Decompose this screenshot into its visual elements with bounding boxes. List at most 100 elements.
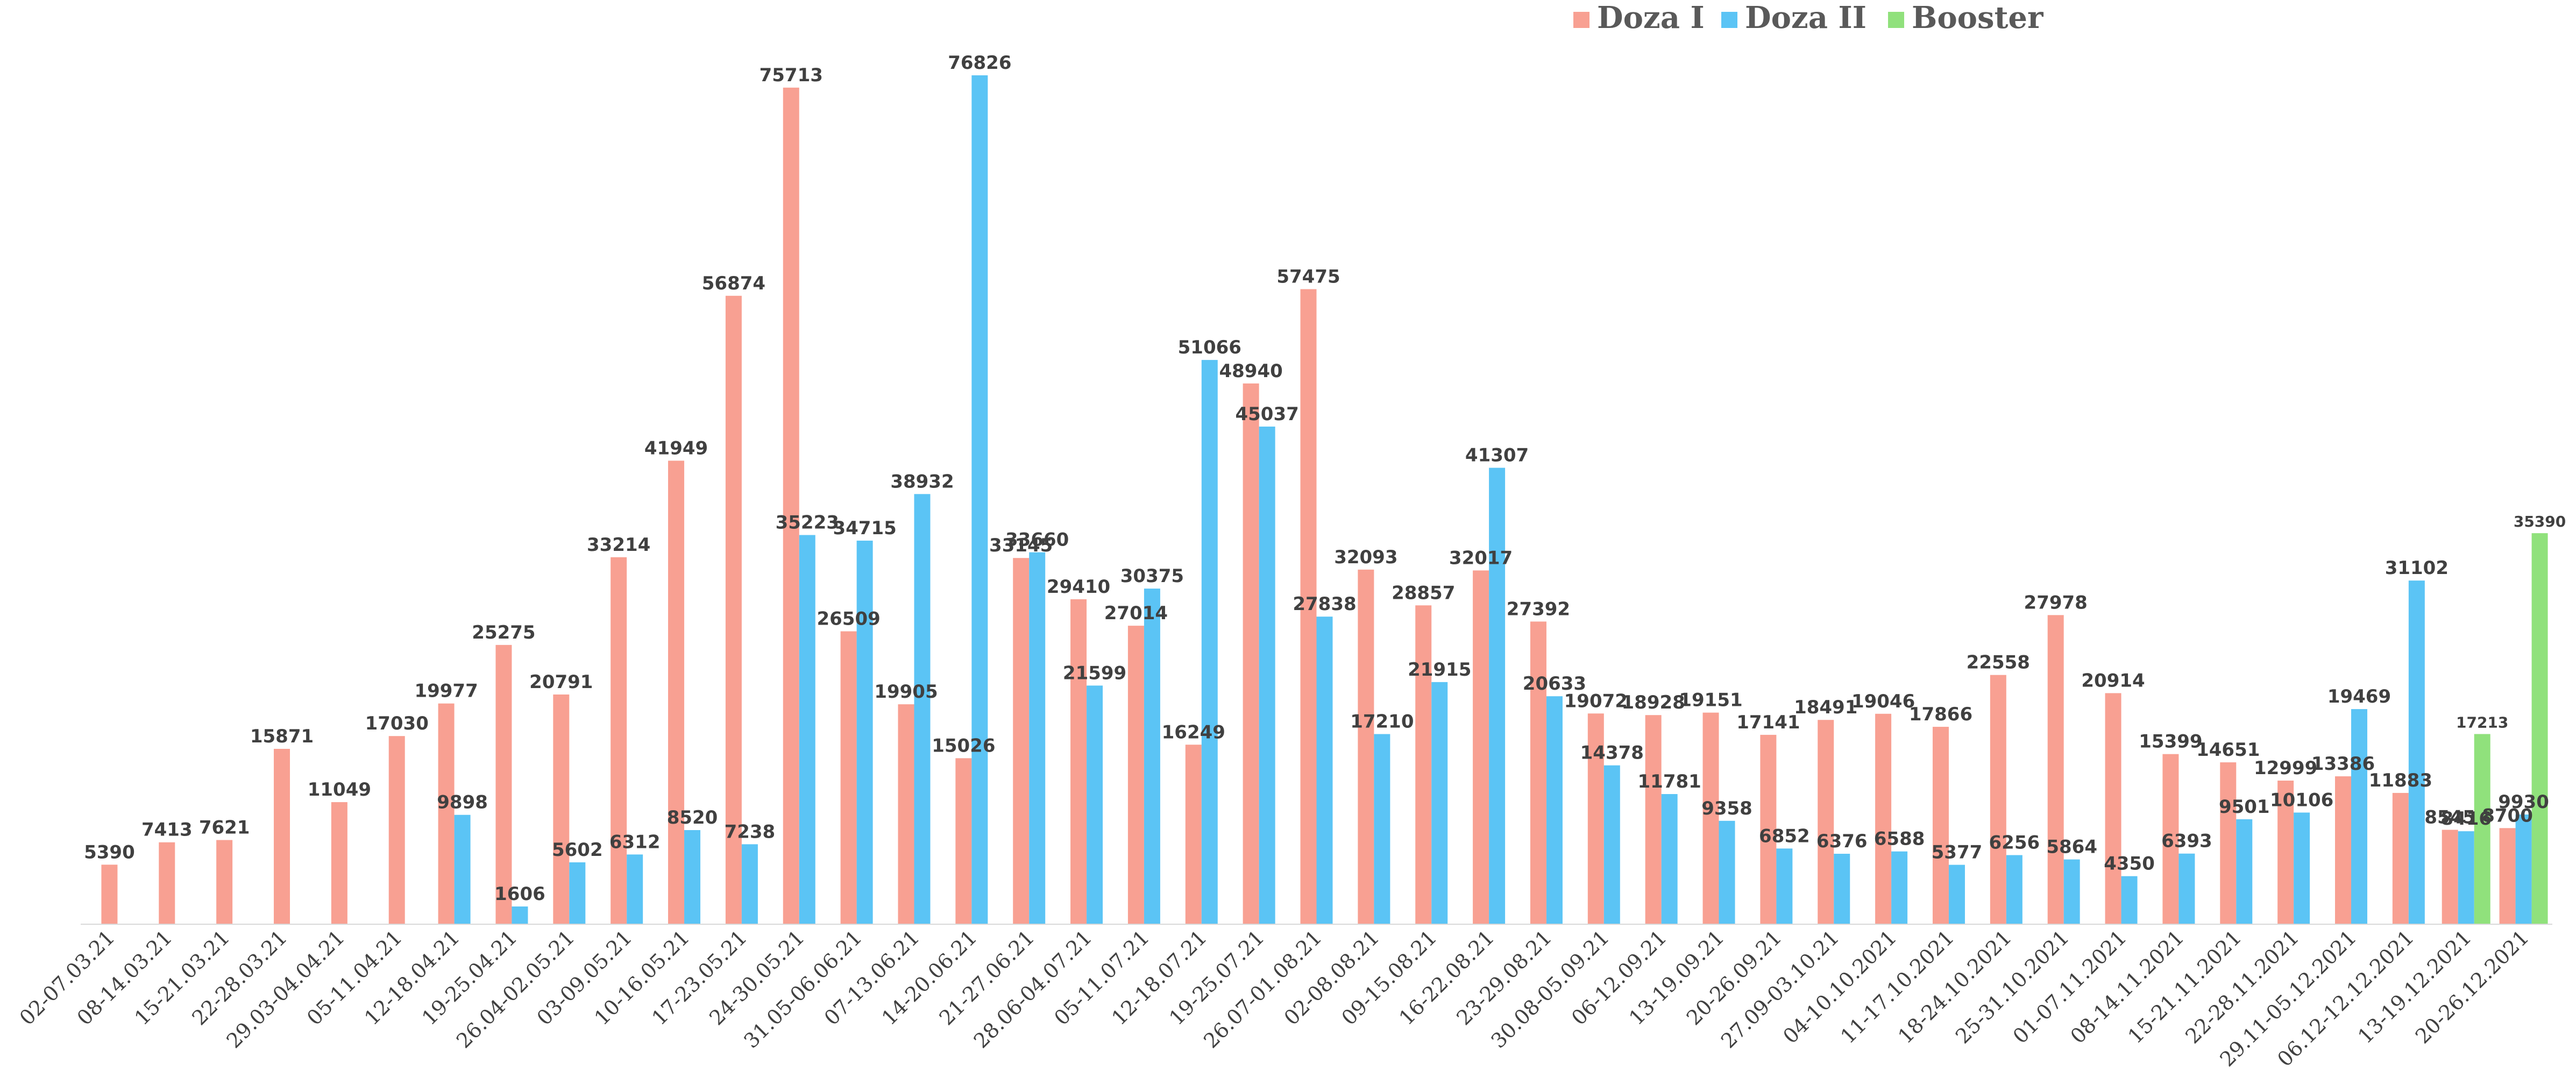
data-label-doza-ii: 51066 <box>1178 337 1241 358</box>
data-label-doza-i: 17866 <box>1909 704 1972 725</box>
data-label-doza-ii: 35223 <box>776 512 839 534</box>
bar-doza-i <box>1932 727 1949 924</box>
data-label-doza-i: 41949 <box>644 437 708 459</box>
data-label-doza-ii: 6588 <box>1874 828 1925 850</box>
data-label-doza-i: 48940 <box>1219 360 1282 382</box>
data-label-doza-ii: 5602 <box>552 839 603 861</box>
data-label-doza-ii: 9898 <box>437 792 488 813</box>
legend-item-doza-ii: Doza II <box>1721 0 1867 36</box>
legend-label-booster: Booster <box>1912 0 2044 36</box>
data-label-doza-i: 19977 <box>414 681 478 702</box>
bar-doza-i <box>2220 762 2237 924</box>
bar-doza-i <box>1702 712 1719 924</box>
data-label-doza-i: 27978 <box>2024 592 2088 613</box>
bar-doza-i <box>216 840 233 924</box>
bar-doza-ii <box>2515 814 2532 924</box>
data-label-doza-ii: 6256 <box>1989 832 2040 854</box>
data-label-booster: 35390 <box>2514 513 2566 530</box>
data-label-doza-ii: 9930 <box>2498 791 2549 813</box>
bar-doza-i <box>898 704 914 924</box>
bar-doza-i <box>274 749 290 924</box>
data-label-doza-i: 11883 <box>2369 770 2432 791</box>
data-label-doza-i: 5390 <box>84 841 135 863</box>
bar-doza-i <box>955 758 972 924</box>
bar-doza-i <box>1185 745 1202 924</box>
bar-doza-ii <box>1029 552 1046 924</box>
data-label-booster: 17213 <box>2456 713 2508 731</box>
data-label-doza-i: 22558 <box>1967 652 2030 674</box>
data-label-doza-i: 19905 <box>874 681 938 703</box>
bar-doza-ii <box>914 494 931 924</box>
data-label-doza-ii: 19469 <box>2327 686 2391 707</box>
data-label-doza-i: 32093 <box>1334 547 1397 568</box>
bar-doza-ii <box>1661 794 1678 924</box>
bar-doza-i <box>2334 776 2351 924</box>
data-label-doza-ii: 30375 <box>1120 565 1184 587</box>
bar-doza-i <box>553 694 570 924</box>
data-label-doza-ii: 8520 <box>667 807 718 828</box>
bar-doza-i <box>2392 792 2409 924</box>
bar-doza-ii <box>799 535 815 924</box>
bar-doza-i <box>2047 615 2064 924</box>
bar-doza-i <box>668 461 685 924</box>
data-label-doza-ii: 17210 <box>1350 711 1414 733</box>
data-label-doza-i: 18928 <box>1622 692 1685 713</box>
bar-doza-ii <box>2236 819 2253 924</box>
legend-item-booster: Booster <box>1888 0 2044 36</box>
data-label-doza-ii: 45037 <box>1235 403 1298 425</box>
data-label-doza-ii: 20633 <box>1523 673 1586 695</box>
bar-doza-ii <box>2063 859 2080 924</box>
bar-doza-i <box>1587 713 1604 924</box>
bar-doza-ii <box>454 814 471 924</box>
data-label-doza-i: 19151 <box>1679 690 1742 711</box>
bar-doza-i <box>1760 734 1777 924</box>
data-label-doza-i: 17141 <box>1736 712 1800 733</box>
bar-doza-i <box>1415 605 1432 924</box>
data-label-doza-ii: 10106 <box>2270 789 2333 811</box>
data-label-doza-ii: 9501 <box>2219 796 2270 818</box>
bar-doza-ii <box>2408 580 2425 924</box>
bar-doza-i <box>1818 720 1834 924</box>
bar-doza-i <box>1358 569 1374 924</box>
bar-doza-i <box>1473 570 1489 924</box>
data-label-doza-ii: 38932 <box>890 471 954 492</box>
bar-doza-ii <box>512 906 528 924</box>
bar-doza-ii <box>1603 765 1620 924</box>
data-label-doza-ii: 33660 <box>1005 529 1069 551</box>
data-label-doza-i: 8545 <box>2424 806 2475 828</box>
data-label-doza-i: 15871 <box>250 726 314 747</box>
data-label-doza-i: 33145 <box>989 535 1053 556</box>
data-label-doza-ii: 27838 <box>1293 593 1356 615</box>
data-label-doza-ii: 1606 <box>494 883 545 905</box>
bar-doza-ii <box>1431 682 1448 924</box>
data-label-doza-i: 56874 <box>702 273 765 294</box>
bar-doza-i <box>495 644 512 924</box>
bar-doza-i <box>2277 781 2294 924</box>
data-label-doza-i: 11049 <box>308 779 371 800</box>
data-label-doza-ii: 6852 <box>1759 825 1810 847</box>
data-label-doza-i: 27014 <box>1104 603 1168 624</box>
bar-doza-ii <box>569 862 586 924</box>
bar-doza-ii <box>856 540 873 924</box>
bar-doza-ii <box>1776 848 1793 924</box>
bar-doza-i <box>2442 830 2458 924</box>
legend-swatch-doza-ii <box>1721 12 1737 28</box>
data-label-doza-i: 27392 <box>1507 598 1570 620</box>
bar-doza-ii <box>1546 696 1563 924</box>
bar-doza-i <box>1530 621 1546 924</box>
legend-item-doza-i: Doza I <box>1573 0 1705 36</box>
data-label-doza-ii: 34715 <box>833 518 896 539</box>
bar-doza-i <box>331 802 347 924</box>
data-label-doza-ii: 31102 <box>2385 557 2449 579</box>
data-label-doza-i: 13386 <box>2311 753 2375 775</box>
bar-doza-i <box>159 842 175 924</box>
legend-swatch-booster <box>1888 12 1904 28</box>
data-label-doza-i: 7621 <box>199 817 250 838</box>
data-label-doza-ii: 7238 <box>725 821 776 842</box>
data-label-doza-i: 20914 <box>2081 670 2145 691</box>
bar-doza-i <box>2499 828 2516 924</box>
bar-doza-ii <box>1087 685 1103 924</box>
bar-doza-i <box>1300 289 1317 924</box>
data-label-doza-i: 14651 <box>2196 739 2260 761</box>
data-label-doza-i: 20791 <box>529 671 593 693</box>
